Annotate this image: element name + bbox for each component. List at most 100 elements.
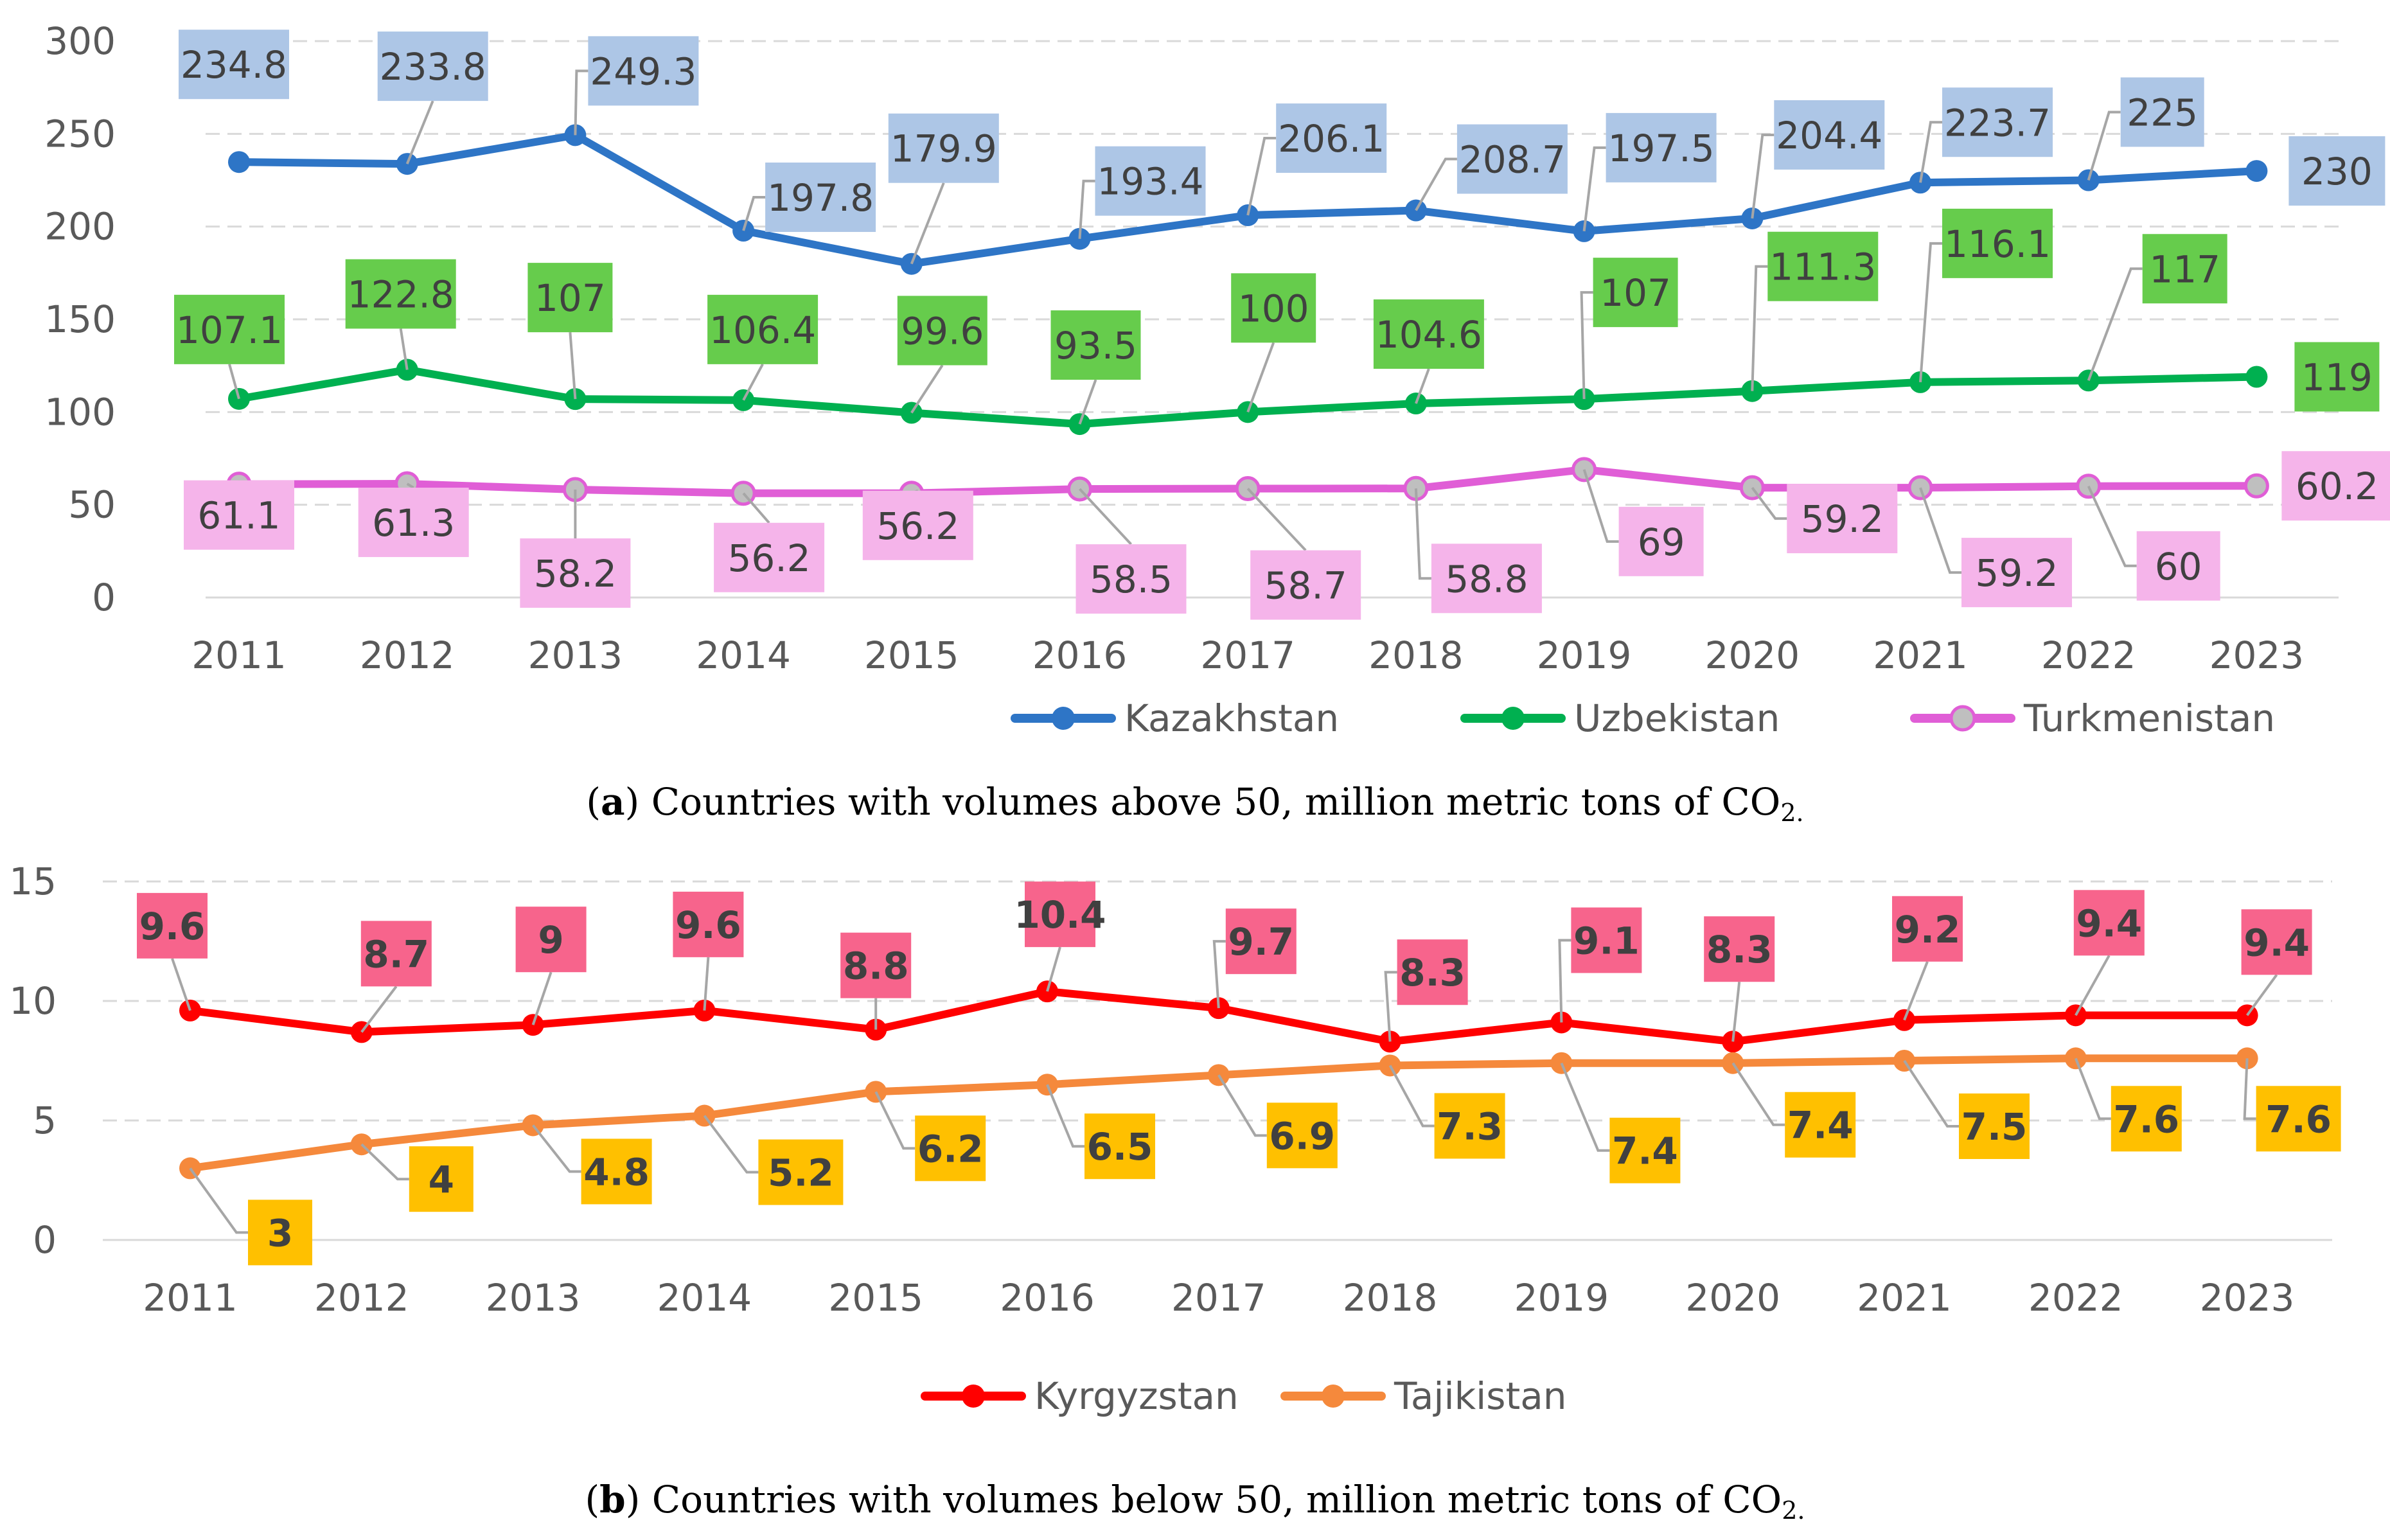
data-label-box (1373, 299, 1484, 369)
data-label: 58.8 (1445, 557, 1528, 601)
leader-line (1212, 940, 1226, 1009)
y-tick-label: 250 (44, 112, 116, 155)
x-tick-label: 2018 (1368, 633, 1464, 677)
data-label-box (1250, 550, 1361, 620)
legend-label-kazakhstan: Kazakhstan (1124, 696, 1339, 740)
caption-a-close: ) (625, 780, 640, 824)
data-label-box (1571, 907, 1642, 973)
data-label: 104.6 (1376, 313, 1482, 357)
data-label: 9.4 (2076, 901, 2142, 945)
data-label: 6.5 (1087, 1125, 1153, 1169)
data-label-box (1456, 124, 1568, 194)
data-label: 59.2 (1975, 551, 2058, 595)
data-label-box (1785, 1092, 1856, 1158)
y-tick-label: 300 (44, 19, 116, 63)
x-tick-label: 2013 (528, 633, 623, 677)
data-label: 69 (1638, 520, 1685, 564)
x-tick-label: 2021 (1857, 1276, 1952, 1320)
caption-a-open: ( (586, 780, 601, 824)
legend-swatch-marker (962, 1385, 985, 1408)
data-label-box (1084, 1113, 1155, 1180)
data-label: 99.6 (901, 309, 984, 353)
data-label-box (1704, 916, 1775, 982)
leader-line (574, 69, 589, 136)
legend-label-tajikistan: Tajikistan (1394, 1374, 1567, 1418)
y-tick-label: 200 (44, 205, 116, 249)
data-label-box (2136, 531, 2220, 601)
data-label-box (1774, 100, 1885, 170)
data-label: 9.2 (1895, 908, 1961, 951)
data-label-box (2111, 1086, 2182, 1152)
data-label-box (2294, 342, 2380, 412)
leader-line (874, 1091, 916, 1150)
leader-line (1246, 137, 1277, 216)
data-label-box (765, 163, 876, 233)
data-label: 60 (2155, 545, 2202, 589)
leader-line (1731, 982, 1741, 1042)
leader-line (1919, 121, 1942, 183)
data-label-box (1231, 273, 1316, 343)
leader-line (1079, 488, 1132, 545)
caption-b-subscript: 2. (1782, 1496, 1805, 1525)
data-label-box (137, 892, 208, 959)
data-label: 9.1 (1573, 919, 1640, 962)
data-label-box (520, 538, 631, 608)
leader-line (1415, 157, 1457, 211)
data-label-box (1076, 544, 1187, 614)
x-tick-label: 2011 (191, 633, 287, 677)
data-label-box (1959, 1093, 2030, 1159)
leader-line (2087, 485, 2137, 567)
data-label-box (360, 921, 432, 987)
leader-line (1582, 146, 1606, 232)
leader-line (1919, 487, 1961, 574)
legend-swatch-marker (1501, 707, 1525, 730)
data-label: 5.2 (768, 1151, 834, 1195)
data-label-box (1025, 881, 1095, 948)
data-label-box (588, 36, 699, 106)
data-label: 116.1 (1944, 222, 2051, 266)
leader-line (2087, 111, 2121, 181)
leader-line (742, 492, 770, 524)
data-label: 9.7 (1228, 920, 1294, 964)
y-tick-label: 50 (68, 483, 116, 527)
data-label-box (1266, 1102, 1338, 1169)
data-label: 9.6 (675, 903, 741, 947)
data-label-box (1618, 506, 1704, 576)
data-label: 9.6 (139, 905, 206, 948)
data-label: 4 (429, 1158, 454, 1201)
leader-line (1078, 179, 1095, 239)
data-label-box (840, 932, 912, 998)
data-label: 61.1 (197, 494, 280, 538)
data-label-box (409, 1146, 474, 1212)
caption-a-subscript: 2. (1780, 799, 1803, 827)
leader-line (910, 182, 945, 265)
caption-a-letter: a (601, 780, 625, 824)
leader-line (2075, 955, 2111, 1016)
data-label-box (1225, 908, 1297, 975)
x-tick-label: 2012 (314, 1276, 409, 1320)
leader-line (2087, 267, 2143, 381)
data-label-box (581, 1138, 652, 1205)
data-label-box (888, 113, 999, 183)
data-label: 56.2 (728, 536, 811, 580)
data-label-box (174, 294, 285, 364)
leader-line (1046, 1084, 1084, 1148)
leader-line (2243, 1058, 2256, 1120)
x-tick-label: 2014 (657, 1276, 752, 1320)
leader-line (910, 364, 944, 414)
caption-b-close: ) (626, 1478, 641, 1521)
legend-label-turkmenistan: Turkmenistan (2023, 696, 2275, 740)
leader-line (569, 332, 577, 400)
data-label: 9.4 (2244, 921, 2310, 964)
leader-line (1415, 368, 1430, 404)
leader-line (1384, 971, 1397, 1042)
y-tick-label: 150 (44, 297, 116, 341)
data-label-box (1397, 939, 1468, 1005)
data-label-box (707, 294, 819, 364)
x-tick-label: 2018 (1343, 1276, 1438, 1320)
leader-line (2245, 974, 2278, 1016)
data-label: 208.7 (1459, 138, 1566, 182)
legend-label-kyrgyzstan: Kyrgyzstan (1034, 1374, 1239, 1418)
data-label: 107 (1600, 271, 1671, 315)
leader-line (1414, 488, 1431, 580)
